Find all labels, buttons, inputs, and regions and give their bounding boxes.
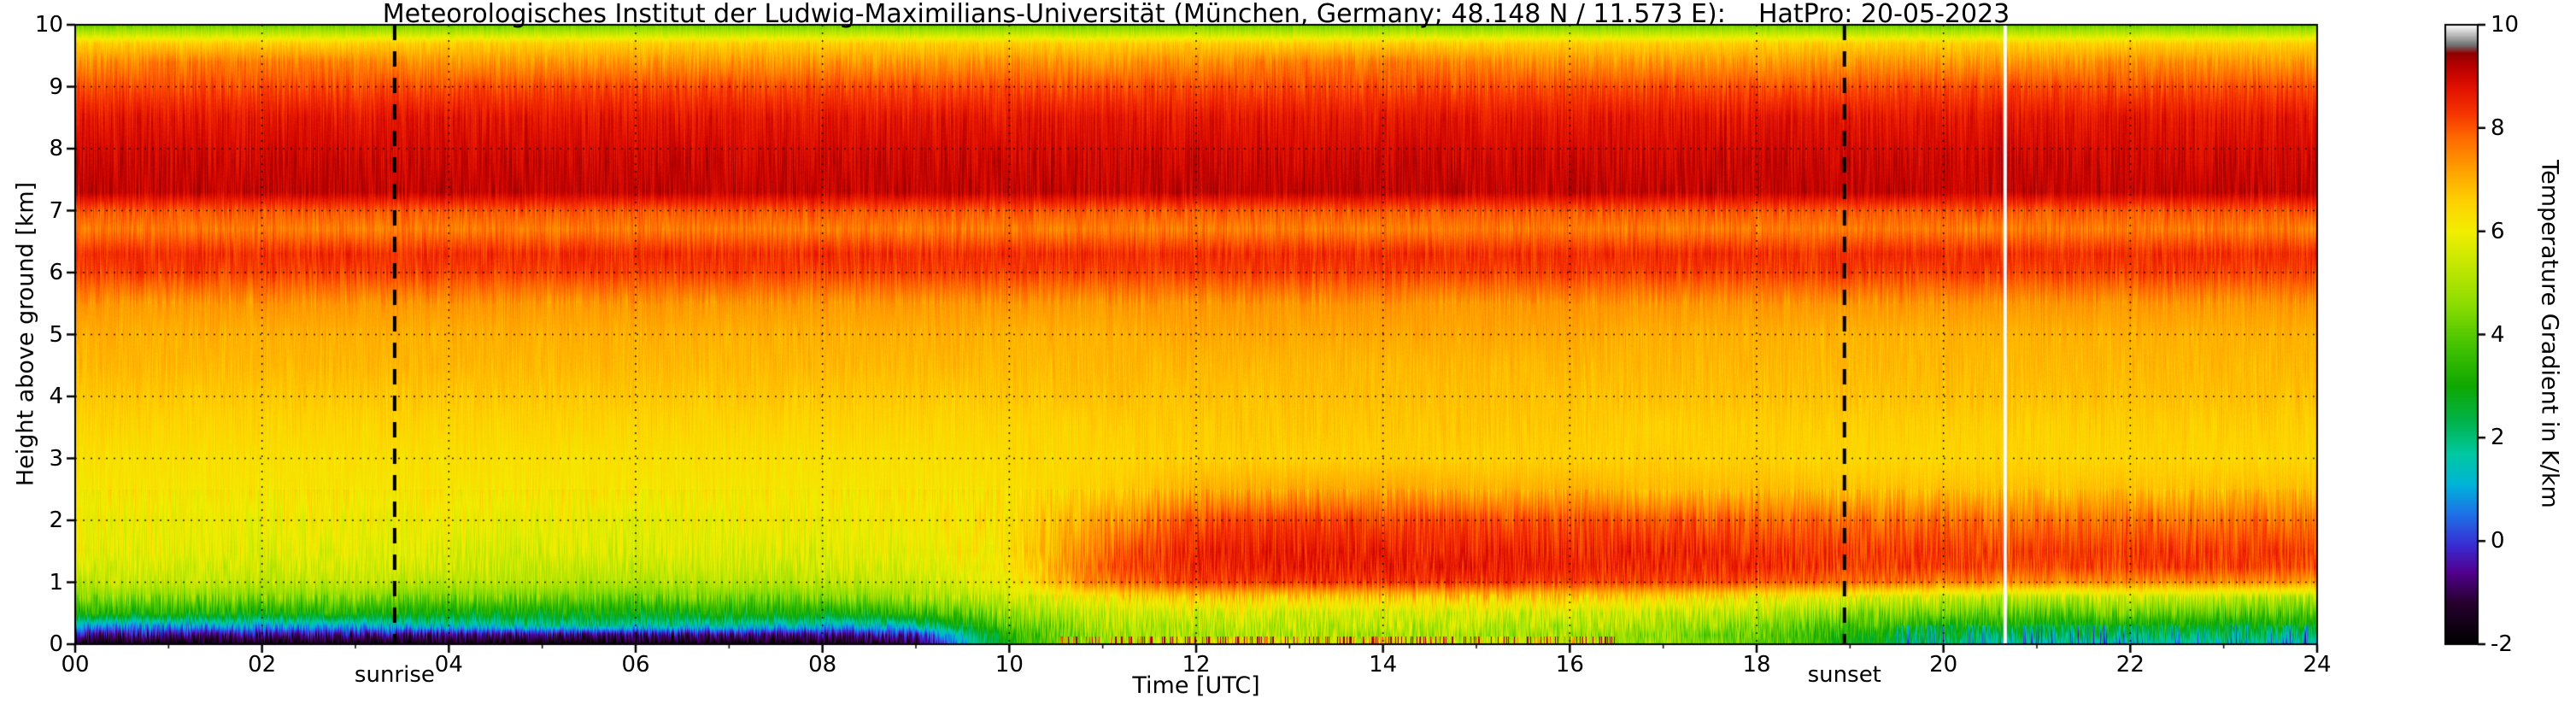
- x-axis-label: Time [UTC]: [1132, 672, 1260, 699]
- x-tick-label: 14: [1369, 652, 1398, 678]
- x-tick-label: 10: [995, 652, 1024, 678]
- colorbar-tick-label: 8: [2491, 114, 2505, 141]
- y-tick-label: 7: [49, 197, 63, 224]
- colorbar-tick-label: 10: [2491, 12, 2520, 38]
- y-tick-label: 10: [34, 12, 63, 38]
- y-tick-label: 8: [49, 136, 63, 161]
- sunrise-annotation: sunrise: [354, 662, 435, 688]
- y-axis-label: Height above ground [km]: [12, 181, 39, 487]
- y-tick-label: 4: [49, 384, 63, 409]
- colorbar-tick-label: 2: [2491, 425, 2505, 451]
- y-tick-label: 5: [49, 321, 63, 348]
- x-tick-label: 02: [248, 652, 277, 678]
- x-tick-label: 04: [434, 652, 463, 678]
- colorbar-tick-label: -2: [2491, 631, 2513, 657]
- x-tick-label: 18: [1742, 652, 1771, 678]
- y-tick-label: 3: [49, 445, 63, 472]
- x-tick-label: 08: [808, 652, 837, 678]
- y-tick-label: 1: [49, 569, 63, 595]
- x-tick-label: 22: [2115, 652, 2145, 678]
- sunset-annotation: sunset: [1807, 662, 1881, 688]
- x-tick-label: 16: [1555, 652, 1584, 678]
- x-tick-label: 00: [61, 652, 90, 678]
- colorbar-tick-label: 6: [2491, 218, 2505, 244]
- y-tick-label: 2: [49, 507, 63, 533]
- y-tick-label: 6: [49, 260, 63, 285]
- y-tick-label: 0: [49, 631, 63, 657]
- x-tick-label: 12: [1182, 652, 1211, 678]
- colorbar-tick-label: 4: [2491, 321, 2505, 348]
- x-tick-label: 20: [1929, 652, 1958, 678]
- x-tick-label: 06: [621, 652, 650, 678]
- x-tick-label: 24: [2303, 652, 2332, 678]
- colorbar-tick-label: 0: [2491, 528, 2505, 554]
- chart-title: Meteorologisches Institut der Ludwig-Max…: [382, 0, 2010, 29]
- y-tick-label: 9: [49, 73, 63, 100]
- colorbar-label: Temperature Gradient in K/km: [2536, 160, 2563, 508]
